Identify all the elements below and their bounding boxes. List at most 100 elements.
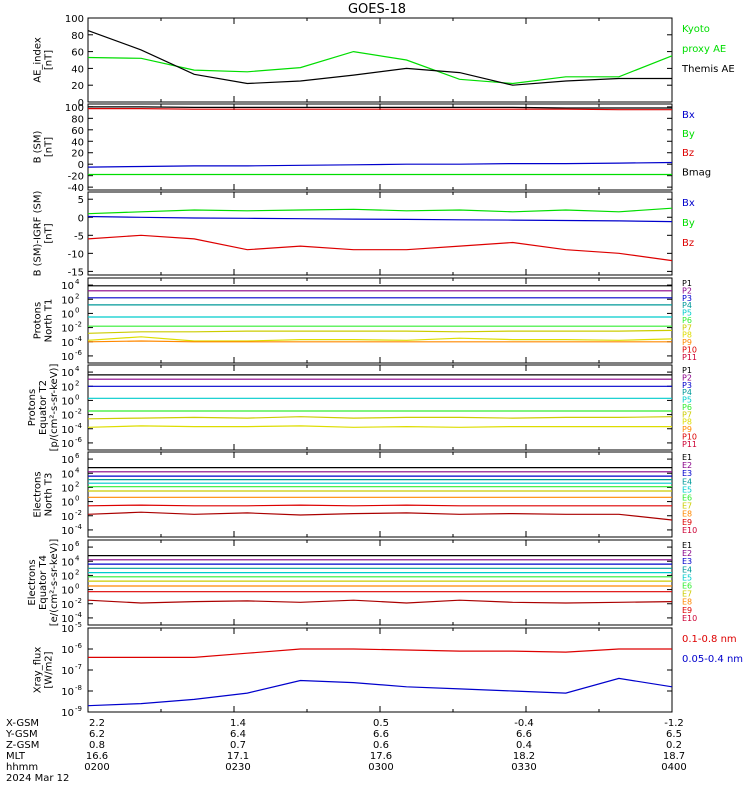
footer-value: 6.5 xyxy=(666,729,682,740)
footer-value: 0230 xyxy=(225,762,250,773)
series-bmag xyxy=(88,106,672,109)
legend-0-1-0-8-nm: 0.1-0.8 nm xyxy=(682,634,737,645)
footer-value: 0200 xyxy=(84,762,109,773)
y-axis-label: Electrons xyxy=(33,471,44,517)
legend-p1: P1 xyxy=(682,279,692,288)
y-tick-label: -40 xyxy=(68,183,84,194)
panel-frame xyxy=(87,103,673,191)
y-axis-label: Electrons xyxy=(27,559,38,605)
y-tick-label: 40 xyxy=(71,137,84,148)
y-tick-label: 100 xyxy=(65,103,84,114)
y-axis-label: [nT] xyxy=(44,50,55,70)
y-tick-label: -20 xyxy=(68,172,84,183)
series-bz xyxy=(88,107,672,111)
footer-value: 18.7 xyxy=(663,751,685,762)
legend-p9: P9 xyxy=(682,425,692,434)
y-tick-exponent: -4 xyxy=(75,611,83,619)
y-tick-label: 10 xyxy=(61,352,74,363)
legend-bmag: Bmag xyxy=(682,167,711,178)
footer-value: 0.5 xyxy=(373,718,389,729)
y-tick-label: -5 xyxy=(74,231,84,242)
y-tick-exponent: 0 xyxy=(75,306,79,314)
legend-kyoto: Kyoto xyxy=(682,24,710,35)
y-tick-label: 10 xyxy=(61,687,74,698)
footer-value: 0.4 xyxy=(516,740,532,751)
footer-value: 17.1 xyxy=(227,751,249,762)
y-tick-label: 10 xyxy=(61,600,74,611)
legend-bx: Bx xyxy=(682,110,695,121)
legend-p3: P3 xyxy=(682,294,692,303)
y-tick-exponent: 6 xyxy=(75,540,80,548)
y-tick-label: 10 xyxy=(61,324,74,335)
legend-bz: Bz xyxy=(682,148,694,159)
legend-e7: E7 xyxy=(682,502,692,511)
legend-p6: P6 xyxy=(682,403,692,412)
legend-e7: E7 xyxy=(682,590,692,599)
legend-p4: P4 xyxy=(682,388,692,397)
panel-frame xyxy=(87,17,673,103)
panel-frame xyxy=(87,627,673,713)
y-tick-label: 10 xyxy=(61,411,74,422)
y-tick-label: 10 xyxy=(61,586,74,597)
series-e9 xyxy=(87,504,672,507)
series-bz xyxy=(87,234,673,262)
y-tick-label: 10 xyxy=(61,512,74,523)
y-tick-exponent: 2 xyxy=(75,568,79,576)
legend-e5: E5 xyxy=(682,485,692,494)
y-tick-label: 60 xyxy=(71,126,84,137)
y-axis-label: [W/m2] xyxy=(44,651,55,688)
y-tick-exponent: -2 xyxy=(75,321,82,329)
legend-bx: Bx xyxy=(682,198,695,209)
legend-e4: E4 xyxy=(682,477,692,486)
y-tick-label: 20 xyxy=(71,149,84,160)
series-themis-ae xyxy=(87,30,672,86)
y-tick-exponent: -9 xyxy=(75,705,82,713)
y-tick-exponent: -6 xyxy=(75,436,83,444)
series-p8 xyxy=(87,336,673,342)
footer-row-label: MLT xyxy=(6,751,26,762)
y-tick-label: 10 xyxy=(61,425,74,436)
footer-value: 6.6 xyxy=(373,729,389,740)
legend-p7: P7 xyxy=(682,323,692,332)
footer-value: -1.2 xyxy=(664,718,684,729)
y-axis-label: [nT] xyxy=(44,223,55,243)
y-tick-label: 10 xyxy=(61,571,74,582)
legend-p1: P1 xyxy=(682,366,692,375)
y-tick-label: 10 xyxy=(61,498,74,509)
y-tick-label: 20 xyxy=(71,81,84,92)
y-tick-exponent: -2 xyxy=(75,408,82,416)
series-e10 xyxy=(87,599,673,604)
y-tick-label: 10 xyxy=(61,295,74,306)
orbit-footer: X-GSM 2.2 1.4 0.5 -0.4 -1.2 Y-GSM 6.2 6.4 6.6 6.6 6… xyxy=(5,718,687,784)
y-tick-label: 10 xyxy=(61,645,74,656)
y-tick-label: 10 xyxy=(61,543,74,554)
legend-e9: E9 xyxy=(682,606,692,615)
series-p7 xyxy=(87,329,673,334)
y-tick-exponent: -4 xyxy=(75,422,83,430)
footer-row-label: X-GSM xyxy=(6,718,39,729)
panel-frame xyxy=(87,451,673,538)
legend-e5: E5 xyxy=(682,573,692,582)
series-0-05-0-4-nm xyxy=(87,677,673,707)
y-tick-label: 10 xyxy=(61,614,74,625)
legend-e2: E2 xyxy=(682,549,692,558)
legend-p9: P9 xyxy=(682,338,692,347)
series-p9 xyxy=(87,340,672,343)
y-tick-label: 5 xyxy=(78,195,84,206)
legend-p7: P7 xyxy=(682,410,692,419)
y-axis-label: AE_index xyxy=(33,37,44,83)
y-tick-label: 10 xyxy=(61,382,74,393)
y-tick-label: 10 xyxy=(61,469,74,480)
y-tick-exponent: 2 xyxy=(75,292,79,300)
panel-ae: 0 20 40 60 80 100 AE_index [nT] Kyoto proxy AE The… xyxy=(33,14,735,109)
series-e10 xyxy=(87,511,673,521)
legend-e8: E8 xyxy=(682,510,692,519)
y-tick-label: -10 xyxy=(68,249,84,260)
y-tick-label: 0 xyxy=(78,98,84,109)
y-tick-exponent: -2 xyxy=(75,597,82,605)
footer-value: 6.6 xyxy=(516,729,532,740)
legend-by: By xyxy=(682,129,695,140)
